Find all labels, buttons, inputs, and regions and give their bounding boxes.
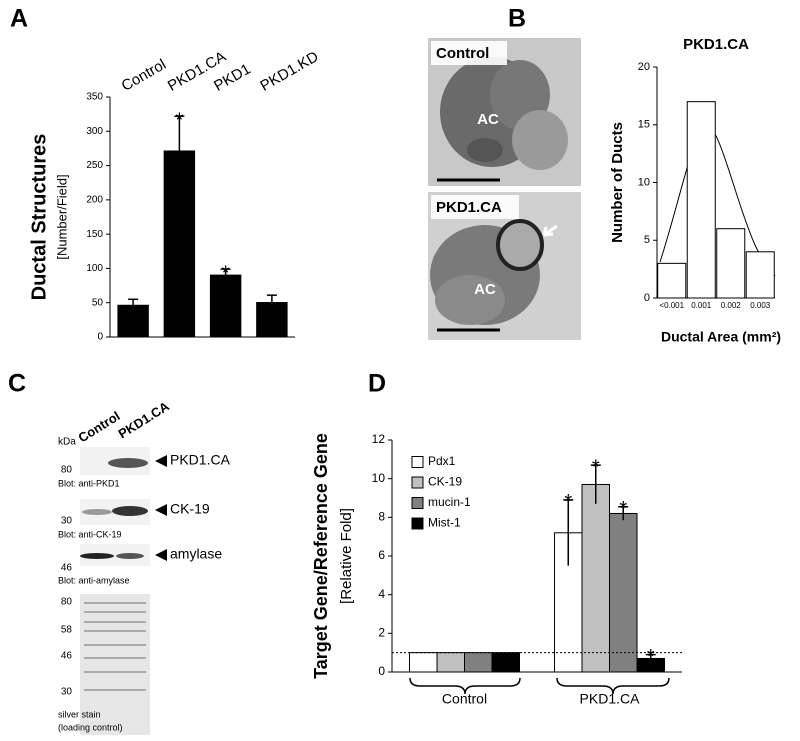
marker-label: 80 bbox=[61, 597, 73, 608]
y-tick-label: 0 bbox=[378, 664, 385, 678]
y-axis-label: Ductal Structures bbox=[28, 134, 50, 301]
significance-mark: * bbox=[175, 109, 183, 131]
blot-caption: silver stain bbox=[58, 709, 101, 719]
bar bbox=[209, 274, 242, 337]
y-tick-label: 12 bbox=[372, 432, 386, 446]
bar bbox=[716, 228, 746, 299]
y-tick-label: 350 bbox=[86, 92, 103, 103]
bar bbox=[686, 101, 716, 299]
micrograph-label: Control bbox=[436, 45, 489, 62]
legend-label: Mist-1 bbox=[428, 516, 461, 530]
blot-caption: Blot: anti-amylase bbox=[58, 575, 130, 585]
x-tick-label: Control bbox=[119, 56, 169, 95]
group-brace bbox=[409, 677, 521, 695]
bar bbox=[464, 652, 493, 673]
y-axis-sublabel: [Relative Fold] bbox=[338, 508, 355, 604]
marker-label: 58 bbox=[61, 625, 73, 636]
y-tick-label: 6 bbox=[378, 548, 385, 562]
significance-mark: * bbox=[592, 456, 600, 478]
significance-mark: * bbox=[619, 498, 627, 520]
y-tick-label: 20 bbox=[638, 61, 650, 73]
bar bbox=[436, 652, 465, 673]
region-label: AC bbox=[474, 281, 496, 298]
y-tick-label: 10 bbox=[372, 471, 386, 485]
blot-caption: Blot: anti-CK-19 bbox=[58, 529, 122, 539]
y-axis-sublabel: [Number/Field] bbox=[54, 174, 69, 259]
significance-mark: * bbox=[564, 491, 572, 513]
panel-letter: C bbox=[8, 370, 26, 398]
marker-label: 46 bbox=[61, 651, 73, 662]
x-tick-label: <0.001 bbox=[659, 301, 684, 310]
y-tick-label: 4 bbox=[378, 587, 385, 601]
marker-label: 30 bbox=[61, 687, 73, 698]
y-tick-label: 5 bbox=[644, 234, 650, 246]
blot: kDa Control PKD1.CA 80 30 46 PKD1.CA CK-… bbox=[58, 398, 231, 735]
marker-label: 46 bbox=[61, 563, 73, 574]
legend-swatch bbox=[411, 517, 424, 530]
y-tick-label: 250 bbox=[86, 160, 103, 171]
band-label: CK-19 bbox=[170, 501, 210, 517]
micrograph-label: PKD1.CA bbox=[436, 199, 502, 216]
legend-label: CK-19 bbox=[428, 475, 462, 489]
lane-label: Control bbox=[75, 408, 122, 445]
y-tick-label: 0 bbox=[644, 292, 650, 304]
group-brace bbox=[556, 677, 670, 695]
legend-swatch bbox=[411, 456, 424, 468]
y-tick-label: 15 bbox=[638, 119, 650, 131]
legend-label: Pdx1 bbox=[428, 454, 456, 468]
y-tick-label: 2 bbox=[378, 626, 385, 640]
bar bbox=[491, 652, 520, 673]
bar bbox=[657, 262, 687, 299]
bar bbox=[609, 512, 638, 673]
y-tick-label: 8 bbox=[378, 510, 385, 524]
x-tick-label: 0.002 bbox=[721, 301, 742, 310]
bar bbox=[409, 652, 438, 673]
lane-label: PKD1.CA bbox=[115, 398, 172, 441]
y-tick-label: 100 bbox=[86, 263, 103, 274]
y-axis-label: Number of Ducts bbox=[609, 122, 626, 243]
panel-letter: D bbox=[368, 370, 386, 398]
chart-title: PKD1.CA bbox=[683, 36, 749, 53]
y-axis-label: Target Gene/Reference Gene bbox=[311, 433, 331, 679]
legend-label: mucin-1 bbox=[428, 495, 471, 509]
x-tick-label: PKD1.KD bbox=[257, 48, 321, 95]
y-tick-label: 50 bbox=[92, 297, 104, 308]
x-tick-label: 0.001 bbox=[691, 301, 712, 310]
bar bbox=[745, 251, 775, 299]
blot-caption: (loading control) bbox=[58, 722, 123, 732]
y-tick-label: 0 bbox=[97, 332, 103, 343]
y-tick-label: 300 bbox=[86, 126, 103, 137]
panel-letter: B bbox=[508, 5, 526, 33]
band-label: PKD1.CA bbox=[170, 452, 231, 468]
x-tick-label: PKD1.CA bbox=[580, 691, 641, 707]
bar bbox=[581, 483, 610, 673]
significance-mark: * bbox=[647, 646, 655, 668]
band-label: amylase bbox=[170, 546, 222, 562]
legend-swatch bbox=[411, 476, 424, 489]
panel-letter: A bbox=[10, 5, 28, 33]
y-tick-label: 200 bbox=[86, 194, 103, 205]
legend-swatch bbox=[411, 497, 424, 509]
blot-caption: Blot: anti-PKD1 bbox=[58, 478, 120, 488]
marker-label: 30 bbox=[61, 516, 73, 527]
marker-label: 80 bbox=[61, 465, 73, 476]
significance-mark: * bbox=[222, 262, 230, 284]
x-axis-label: Ductal Area (mm²) bbox=[661, 329, 781, 345]
kda-label: kDa bbox=[58, 437, 76, 448]
x-tick-label: Control bbox=[442, 691, 487, 707]
y-tick-label: 10 bbox=[638, 176, 650, 188]
region-label: AC bbox=[477, 111, 499, 128]
x-tick-label: 0.003 bbox=[750, 301, 771, 310]
y-tick-label: 150 bbox=[86, 229, 103, 240]
